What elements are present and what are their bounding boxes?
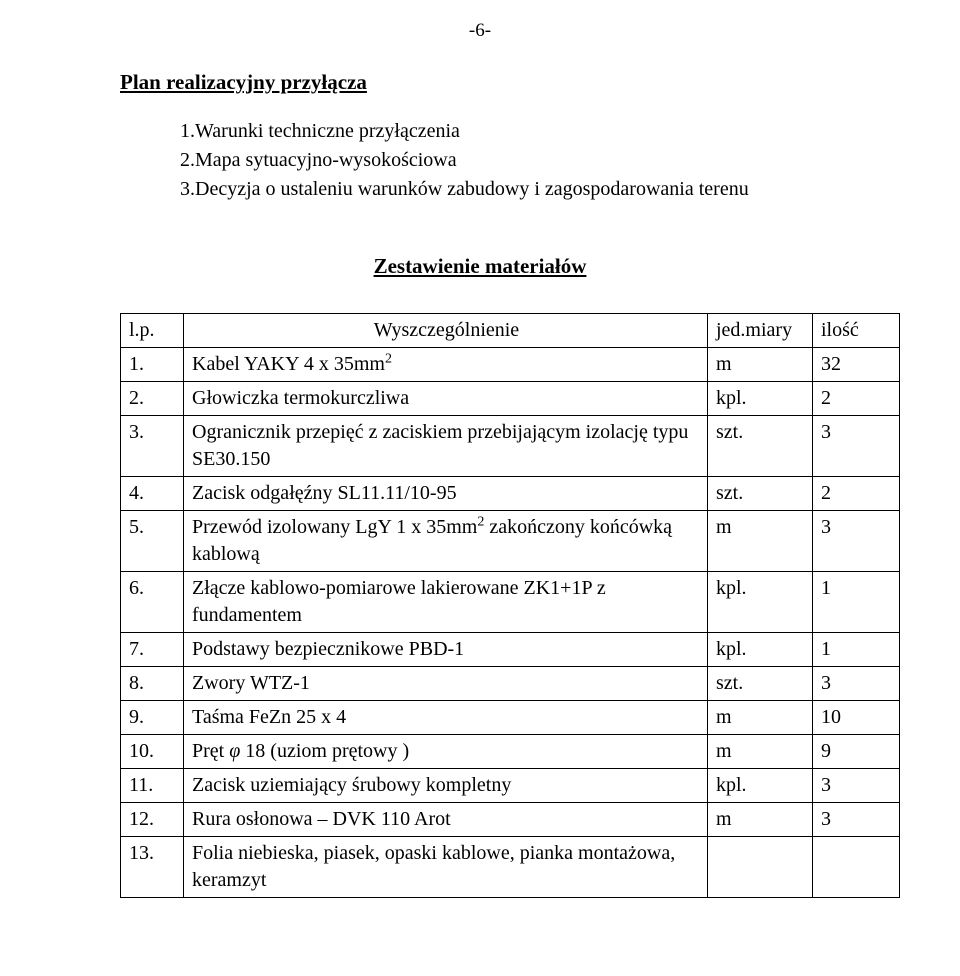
table-row: 7. Podstawy bezpiecznikowe PBD-1 kpl. 1 — [121, 633, 900, 667]
cell-lp: 11. — [121, 769, 184, 803]
list-item: 3.Decyzja o ustaleniu warunków zabudowy … — [180, 175, 900, 204]
cell-desc: Zacisk uziemiający śrubowy kompletny — [184, 769, 708, 803]
page-number: -6- — [60, 20, 900, 42]
materials-table: l.p. Wyszczególnienie jed.miary ilość 1.… — [120, 313, 900, 898]
table-row: 5. Przewód izolowany LgY 1 x 35mm2 zakoń… — [121, 511, 900, 572]
cell-lp: 9. — [121, 701, 184, 735]
cell-lp: 3. — [121, 416, 184, 477]
cell-qty: 1 — [813, 633, 900, 667]
cell-desc: Folia niebieska, piasek, opaski kablowe,… — [184, 837, 708, 898]
list-item: 1.Warunki techniczne przyłączenia — [180, 117, 900, 146]
cell-qty: 10 — [813, 701, 900, 735]
cell-desc: Zwory WTZ-1 — [184, 667, 708, 701]
plan-list: 1.Warunki techniczne przyłączenia 2.Mapa… — [180, 117, 900, 204]
col-header-unit: jed.miary — [708, 314, 813, 348]
cell-desc: Złącze kablowo-pomiarowe lakierowane ZK1… — [184, 572, 708, 633]
table-row: 3. Ogranicznik przepięć z zaciskiem prze… — [121, 416, 900, 477]
table-row: 10. Pręt φ 18 (uziom prętowy ) m 9 — [121, 735, 900, 769]
cell-lp: 6. — [121, 572, 184, 633]
cell-lp: 13. — [121, 837, 184, 898]
cell-qty: 3 — [813, 803, 900, 837]
cell-unit — [708, 837, 813, 898]
table-row: 8. Zwory WTZ-1 szt. 3 — [121, 667, 900, 701]
cell-qty: 3 — [813, 511, 900, 572]
table-row: 11. Zacisk uziemiający śrubowy kompletny… — [121, 769, 900, 803]
table-row: 12. Rura osłonowa – DVK 110 Arot m 3 — [121, 803, 900, 837]
cell-lp: 10. — [121, 735, 184, 769]
cell-qty — [813, 837, 900, 898]
cell-unit: szt. — [708, 416, 813, 477]
cell-unit: kpl. — [708, 572, 813, 633]
cell-unit: szt. — [708, 667, 813, 701]
list-item: 2.Mapa sytuacyjno-wysokościowa — [180, 146, 900, 175]
table-row: 4. Zacisk odgałęźny SL11.11/10-95 szt. 2 — [121, 477, 900, 511]
cell-unit: m — [708, 348, 813, 382]
cell-unit: m — [708, 735, 813, 769]
cell-qty: 2 — [813, 477, 900, 511]
table-row: 1. Kabel YAKY 4 x 35mm2 m 32 — [121, 348, 900, 382]
cell-lp: 5. — [121, 511, 184, 572]
cell-qty: 2 — [813, 382, 900, 416]
cell-lp: 12. — [121, 803, 184, 837]
cell-lp: 7. — [121, 633, 184, 667]
cell-desc: Podstawy bezpiecznikowe PBD-1 — [184, 633, 708, 667]
cell-unit: m — [708, 511, 813, 572]
table-row: 9. Taśma FeZn 25 x 4 m 10 — [121, 701, 900, 735]
cell-unit: m — [708, 803, 813, 837]
cell-lp: 1. — [121, 348, 184, 382]
cell-unit: szt. — [708, 477, 813, 511]
cell-qty: 3 — [813, 667, 900, 701]
cell-qty: 3 — [813, 416, 900, 477]
cell-unit: kpl. — [708, 382, 813, 416]
cell-lp: 4. — [121, 477, 184, 511]
cell-desc: Kabel YAKY 4 x 35mm2 — [184, 348, 708, 382]
table-row: 6. Złącze kablowo-pomiarowe lakierowane … — [121, 572, 900, 633]
cell-unit: kpl. — [708, 769, 813, 803]
cell-desc: Rura osłonowa – DVK 110 Arot — [184, 803, 708, 837]
table-header-row: l.p. Wyszczególnienie jed.miary ilość — [121, 314, 900, 348]
cell-qty: 3 — [813, 769, 900, 803]
table-row: 2. Głowiczka termokurczliwa kpl. 2 — [121, 382, 900, 416]
col-header-lp: l.p. — [121, 314, 184, 348]
cell-unit: m — [708, 701, 813, 735]
cell-lp: 8. — [121, 667, 184, 701]
cell-desc: Głowiczka termokurczliwa — [184, 382, 708, 416]
table-title: Zestawienie materiałów — [60, 254, 900, 279]
col-header-qty: ilość — [813, 314, 900, 348]
cell-qty: 1 — [813, 572, 900, 633]
col-header-desc: Wyszczególnienie — [184, 314, 708, 348]
cell-desc: Przewód izolowany LgY 1 x 35mm2 zakończo… — [184, 511, 708, 572]
cell-unit: kpl. — [708, 633, 813, 667]
cell-qty: 9 — [813, 735, 900, 769]
cell-desc: Pręt φ 18 (uziom prętowy ) — [184, 735, 708, 769]
cell-desc: Ogranicznik przepięć z zaciskiem przebij… — [184, 416, 708, 477]
table-row: 13. Folia niebieska, piasek, opaski kabl… — [121, 837, 900, 898]
section-title: Plan realizacyjny przyłącza — [120, 70, 900, 95]
cell-desc: Taśma FeZn 25 x 4 — [184, 701, 708, 735]
cell-desc: Zacisk odgałęźny SL11.11/10-95 — [184, 477, 708, 511]
cell-lp: 2. — [121, 382, 184, 416]
cell-qty: 32 — [813, 348, 900, 382]
